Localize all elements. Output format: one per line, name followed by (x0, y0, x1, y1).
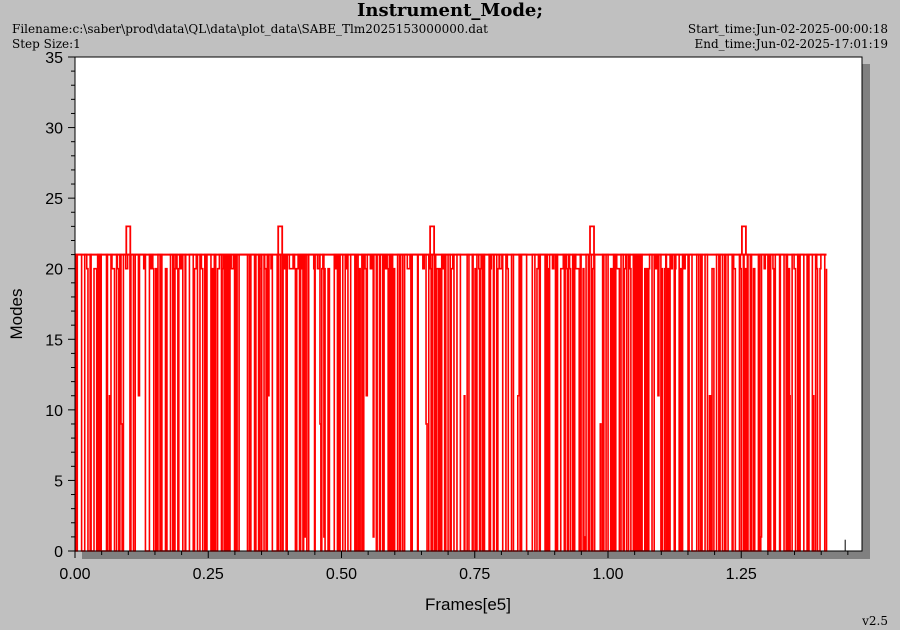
start-time-label: Start_time:Jun-02-2025-00:00:18 (687, 22, 888, 36)
x-tick-label-0.75: 0.75 (459, 566, 490, 583)
x-tick-label-0.50: 0.50 (326, 566, 357, 583)
chart-title: Instrument_Mode; (356, 0, 544, 21)
mode-spike-3 (429, 225, 436, 255)
mode-spike-1 (125, 225, 132, 255)
y-tick-label-5: 5 (54, 473, 63, 490)
y-axis-label: Modes (7, 288, 26, 339)
mode-spike-5 (741, 225, 747, 255)
x-axis-label: Frames[e5] (425, 595, 511, 614)
y-tick-label-20: 20 (45, 262, 63, 279)
x-tick-label-0.25: 0.25 (193, 566, 224, 583)
end-time-label: End_time:Jun-02-2025-17:01:19 (694, 37, 889, 51)
x-tick-label-1.00: 1.00 (592, 566, 623, 583)
mode-spike-2 (277, 225, 284, 255)
y-tick-label-35: 35 (45, 50, 63, 67)
mode-spike-4 (589, 225, 595, 255)
filename-label: Filename:c:\saber\prod\data\QL\data\plot… (12, 22, 488, 36)
x-tick-label-1.25: 1.25 (726, 566, 757, 583)
step-size-label: Step Size:1 (12, 37, 81, 51)
y-tick-label-10: 10 (45, 403, 63, 420)
y-tick-label-30: 30 (45, 121, 63, 138)
y-tick-label-25: 25 (45, 191, 63, 208)
axis-layer: 0 5 10 15 20 25 30 35 0.00 0.25 0.50 0.75 1.00 1.25 (45, 50, 862, 583)
x-tick-label-0.00: 0.00 (59, 566, 90, 583)
y-tick-label-0: 0 (54, 544, 63, 561)
version-label: v2.5 (862, 614, 888, 628)
y-tick-label-15: 15 (45, 332, 63, 349)
